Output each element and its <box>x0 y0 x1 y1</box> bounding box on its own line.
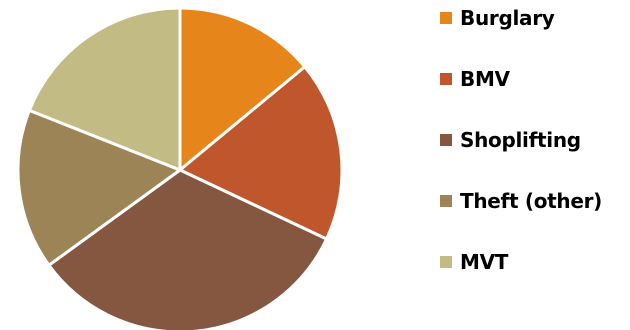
pie-slice-bmv <box>178 65 344 241</box>
legend-swatch-mvt <box>440 256 452 268</box>
legend-label-shoplifting: Shoplifting <box>460 128 581 152</box>
pie-slice-shoplifting <box>47 168 329 330</box>
pie-slices <box>16 6 344 330</box>
legend-swatch-burglary <box>440 12 452 24</box>
legend-swatch-shoplifting <box>440 134 452 146</box>
legend-swatch-theft-other <box>440 195 452 207</box>
pie-slice-mvt <box>27 6 182 172</box>
legend: Burglary BMV Shoplifting Theft (other) M… <box>440 0 630 330</box>
legend-swatch-bmv <box>440 73 452 85</box>
legend-item-theft-other: Theft (other) <box>440 189 602 213</box>
pie-slice-burglary <box>178 6 307 172</box>
legend-item-bmv: BMV <box>440 67 510 91</box>
legend-label-burglary: Burglary <box>460 6 555 30</box>
legend-item-burglary: Burglary <box>440 6 555 30</box>
legend-item-mvt: MVT <box>440 250 508 274</box>
pie-slice-theft-other <box>16 108 182 267</box>
legend-label-theft-other: Theft (other) <box>460 189 603 213</box>
legend-item-shoplifting: Shoplifting <box>440 128 581 152</box>
legend-label-mvt: MVT <box>460 250 509 274</box>
legend-label-bmv: BMV <box>460 67 510 91</box>
